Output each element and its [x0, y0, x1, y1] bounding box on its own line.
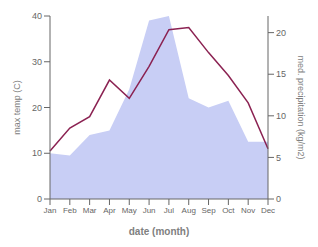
svg-text:Jun: Jun [143, 206, 156, 215]
svg-text:Apr: Apr [103, 206, 116, 215]
svg-text:Sep: Sep [201, 206, 216, 215]
svg-text:40: 40 [32, 11, 42, 21]
svg-text:Feb: Feb [63, 206, 77, 215]
svg-text:med. precipitation (kg/m2): med. precipitation (kg/m2) [296, 55, 306, 159]
svg-text:May: May [122, 206, 137, 215]
svg-text:0: 0 [276, 194, 281, 204]
svg-text:5: 5 [276, 153, 281, 163]
svg-text:Jan: Jan [44, 206, 57, 215]
svg-text:20: 20 [32, 103, 42, 113]
svg-text:30: 30 [32, 57, 42, 67]
svg-text:10: 10 [276, 111, 286, 121]
svg-text:max temp (C): max temp (C) [12, 80, 22, 135]
svg-text:Mar: Mar [83, 206, 97, 215]
svg-text:Jul: Jul [164, 206, 174, 215]
svg-text:date (month): date (month) [129, 226, 190, 237]
svg-text:0: 0 [37, 194, 42, 204]
svg-text:10: 10 [32, 148, 42, 158]
svg-text:Oct: Oct [222, 206, 235, 215]
svg-text:Nov: Nov [241, 206, 255, 215]
svg-text:Dec: Dec [261, 206, 275, 215]
svg-text:20: 20 [276, 28, 286, 38]
svg-text:15: 15 [276, 69, 286, 79]
svg-text:Aug: Aug [182, 206, 196, 215]
